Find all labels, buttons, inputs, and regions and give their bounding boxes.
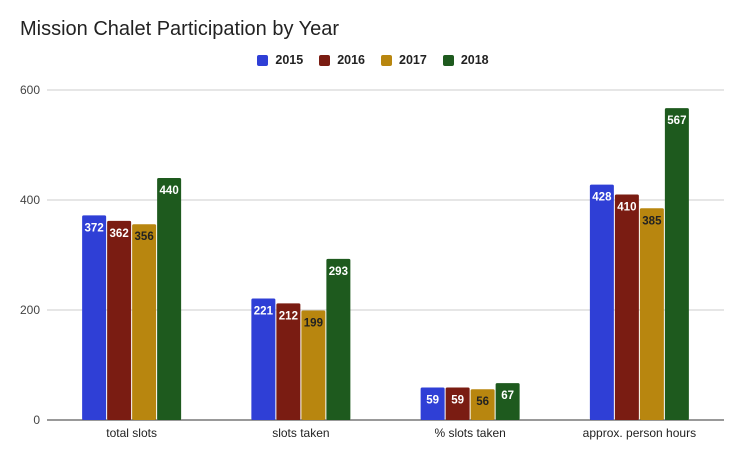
data-label: 362 xyxy=(110,228,129,240)
legend-label-2015: 2015 xyxy=(275,53,304,67)
bar-2018-1 xyxy=(326,258,351,420)
bar-2015-3 xyxy=(589,184,614,420)
data-label: 428 xyxy=(592,192,612,204)
legend-label-2018: 2018 xyxy=(460,53,489,67)
data-label: 410 xyxy=(617,202,636,214)
bar-2017-2 xyxy=(470,389,495,420)
data-label: 59 xyxy=(426,395,439,407)
x-tick-label: slots taken xyxy=(272,426,329,440)
bar-2018-3 xyxy=(664,108,689,421)
data-label: 372 xyxy=(85,222,104,234)
data-label: 59 xyxy=(451,395,464,407)
chart-title: Mission Chalet Participation by Year xyxy=(20,18,340,40)
y-tick-label: 0 xyxy=(33,413,40,427)
legend-swatch-2017 xyxy=(381,54,392,66)
bar-2018-2 xyxy=(495,383,520,420)
chart-legend: 2015 2016 2017 2018 xyxy=(0,53,746,67)
legend-item-2016[interactable]: 2016 xyxy=(319,53,365,67)
bar-2016-0 xyxy=(107,220,132,420)
legend-swatch-2015 xyxy=(257,54,269,66)
x-tick-label: % slots taken xyxy=(434,426,505,440)
bar-2017-3 xyxy=(639,208,664,420)
data-label: 221 xyxy=(254,305,274,317)
y-tick-label: 400 xyxy=(20,193,40,207)
data-label: 356 xyxy=(135,231,154,243)
y-tick-label: 600 xyxy=(20,83,40,97)
bar-2018-0 xyxy=(157,178,182,420)
legend-item-2015[interactable]: 2015 xyxy=(257,53,303,67)
data-label: 67 xyxy=(501,390,514,402)
legend-item-2018[interactable]: 2018 xyxy=(442,53,489,67)
bar-2017-1 xyxy=(301,310,326,420)
bar-2015-0 xyxy=(82,215,107,420)
bar-2015-2 xyxy=(420,387,445,420)
data-label: 56 xyxy=(476,396,489,408)
data-label: 440 xyxy=(160,185,179,197)
x-tick-label: approx. person hours xyxy=(583,426,696,440)
bar-2016-2 xyxy=(445,387,470,420)
legend-label-2016: 2016 xyxy=(337,53,365,67)
legend-item-2017[interactable]: 2017 xyxy=(381,53,427,67)
data-label: 199 xyxy=(304,318,323,330)
data-label: 293 xyxy=(329,266,348,278)
data-label: 385 xyxy=(642,215,662,227)
bar-2016-1 xyxy=(276,303,301,420)
bar-2015-1 xyxy=(251,298,276,420)
legend-label-2017: 2017 xyxy=(399,53,427,67)
data-label: 567 xyxy=(667,115,686,127)
x-tick-label: total slots xyxy=(106,426,157,440)
bar-2017-0 xyxy=(132,224,157,420)
legend-swatch-2016 xyxy=(319,54,331,66)
bar-2016-3 xyxy=(614,194,639,420)
data-label: 212 xyxy=(279,310,298,322)
y-tick-label: 200 xyxy=(20,303,40,317)
legend-swatch-2018 xyxy=(442,54,454,66)
